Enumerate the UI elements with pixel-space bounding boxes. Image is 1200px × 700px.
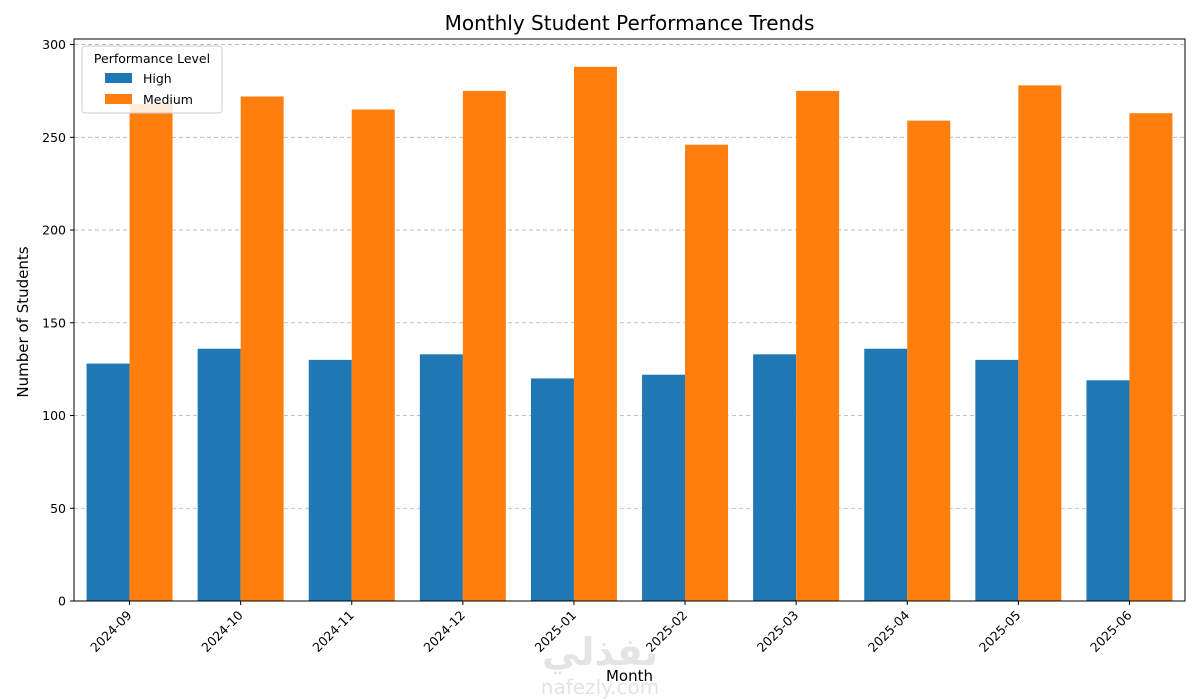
y-tick-label: 50 <box>50 501 66 516</box>
legend: Performance Level High Medium <box>81 45 223 114</box>
bar-medium <box>685 144 729 601</box>
legend-swatch-medium <box>105 94 132 104</box>
bar-medium <box>240 96 284 601</box>
bar-high <box>753 354 797 601</box>
bar-medium <box>351 109 395 602</box>
bar-medium <box>907 120 951 601</box>
bar-medium <box>1129 113 1173 602</box>
legend-label-high: High <box>143 71 172 86</box>
legend-title: Performance Level <box>94 51 210 66</box>
bar-high <box>530 378 574 601</box>
watermark-latin: nafezly.com <box>541 675 659 699</box>
watermark-arabic: نفذلي <box>542 630 658 674</box>
y-tick-label: 200 <box>42 223 66 238</box>
bar-medium <box>796 90 840 601</box>
y-tick-label: 250 <box>42 130 66 145</box>
bar-high <box>864 348 908 601</box>
chart-title: Monthly Student Performance Trends <box>445 11 815 35</box>
y-tick-label: 150 <box>42 315 66 330</box>
bars <box>86 66 1173 602</box>
bar-high <box>197 348 241 601</box>
legend-label-medium: Medium <box>143 92 193 107</box>
bar-high <box>308 359 352 601</box>
y-tick-label: 0 <box>58 594 66 609</box>
y-tick-label: 300 <box>42 37 66 52</box>
axes <box>73 38 1186 602</box>
legend-swatch-high <box>105 73 132 83</box>
bar-medium <box>1018 85 1062 602</box>
bar-medium <box>129 103 173 602</box>
bar-high <box>975 359 1019 601</box>
bar-medium <box>462 90 506 601</box>
bar-high <box>86 363 130 601</box>
bar-high <box>419 354 463 601</box>
plot-frame <box>73 38 1186 602</box>
bar-high <box>642 374 686 601</box>
watermark: نفذلي nafezly.com <box>541 630 659 699</box>
bar-high <box>1086 380 1130 601</box>
x-axis-label: Month <box>606 667 653 685</box>
y-tick-label: 100 <box>42 408 66 423</box>
y-axis-label: Number of Students <box>14 246 32 397</box>
bar-medium <box>573 66 617 602</box>
